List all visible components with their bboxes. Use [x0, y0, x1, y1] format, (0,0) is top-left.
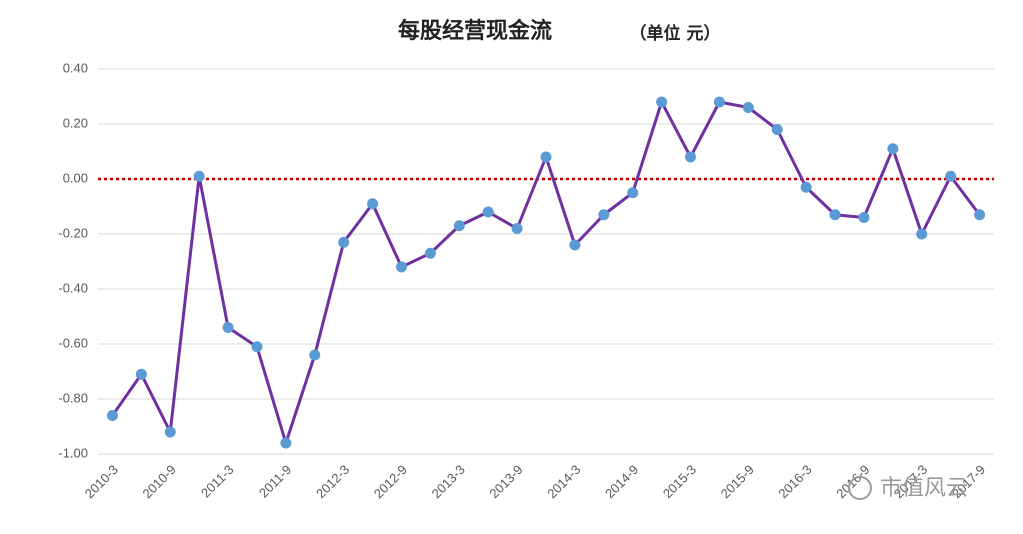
- x-tick-label: 2010-3: [82, 462, 121, 501]
- data-point: [395, 261, 407, 273]
- data-point: [106, 410, 118, 421]
- data-point: [367, 198, 379, 210]
- data-point: [829, 209, 841, 221]
- y-tick-label: -0.20: [58, 225, 88, 240]
- data-point: [598, 209, 610, 221]
- y-tick-label: -0.40: [58, 280, 88, 295]
- x-tick-label: 2013-3: [429, 462, 468, 501]
- y-tick-label: 0.20: [63, 115, 88, 130]
- data-point: [453, 220, 465, 232]
- data-point: [974, 209, 986, 221]
- plot: -1.00 -0.80 -0.60 -0.40 -0.20 0.00 0.20 0.40 201…: [58, 60, 994, 501]
- x-tick-label: 2013-9: [486, 462, 525, 501]
- x-tick-label: 2015-9: [718, 462, 757, 501]
- data-point: [800, 181, 812, 193]
- data-point: [685, 151, 697, 163]
- data-point: [627, 187, 639, 199]
- y-tick-label: 0.40: [63, 60, 88, 75]
- data-point: [887, 143, 899, 155]
- data-point: [511, 223, 523, 234]
- x-tick-label: 2015-3: [660, 462, 699, 501]
- watermark-icon: [848, 476, 872, 500]
- watermark: 市值风云: [880, 476, 968, 501]
- data-point: [656, 96, 668, 108]
- x-tick-label: 2012-9: [371, 462, 410, 501]
- data-point: [858, 212, 870, 223]
- y-tick-label: 0.00: [63, 170, 88, 185]
- chart-title: 每股经营现金流: [398, 18, 552, 44]
- y-tick-label: -0.60: [58, 335, 88, 350]
- watermark-group: 市值风云: [848, 476, 968, 501]
- data-point: [222, 322, 234, 333]
- data-point: [309, 349, 321, 361]
- y-tick-label: -1.00: [58, 445, 88, 460]
- data-point: [338, 236, 350, 248]
- y-tick-label: -0.80: [58, 390, 88, 405]
- data-point: [771, 124, 783, 135]
- data-point: [945, 170, 957, 182]
- data-point: [569, 239, 581, 251]
- data-point: [713, 96, 725, 108]
- data-point: [916, 228, 928, 240]
- data-point: [193, 170, 205, 182]
- data-point: [424, 247, 436, 259]
- data-point: [482, 206, 494, 218]
- x-tick-label: 2011-3: [198, 462, 237, 501]
- x-tick-label: 2010-9: [140, 462, 179, 501]
- x-tick-label: 2012-3: [313, 462, 352, 501]
- data-point: [280, 437, 292, 449]
- data-point: [540, 151, 552, 163]
- chart-subtitle: （单位 元）: [630, 23, 721, 44]
- data-point: [164, 426, 176, 438]
- data-point: [742, 102, 754, 113]
- data-point: [251, 341, 263, 353]
- x-tick-label: 2014-9: [602, 462, 641, 501]
- data-point: [135, 368, 147, 380]
- x-tick-label: 2011-9: [256, 462, 295, 501]
- x-tick-label: 2014-3: [544, 462, 583, 501]
- x-tick-label: 2016-3: [775, 462, 814, 501]
